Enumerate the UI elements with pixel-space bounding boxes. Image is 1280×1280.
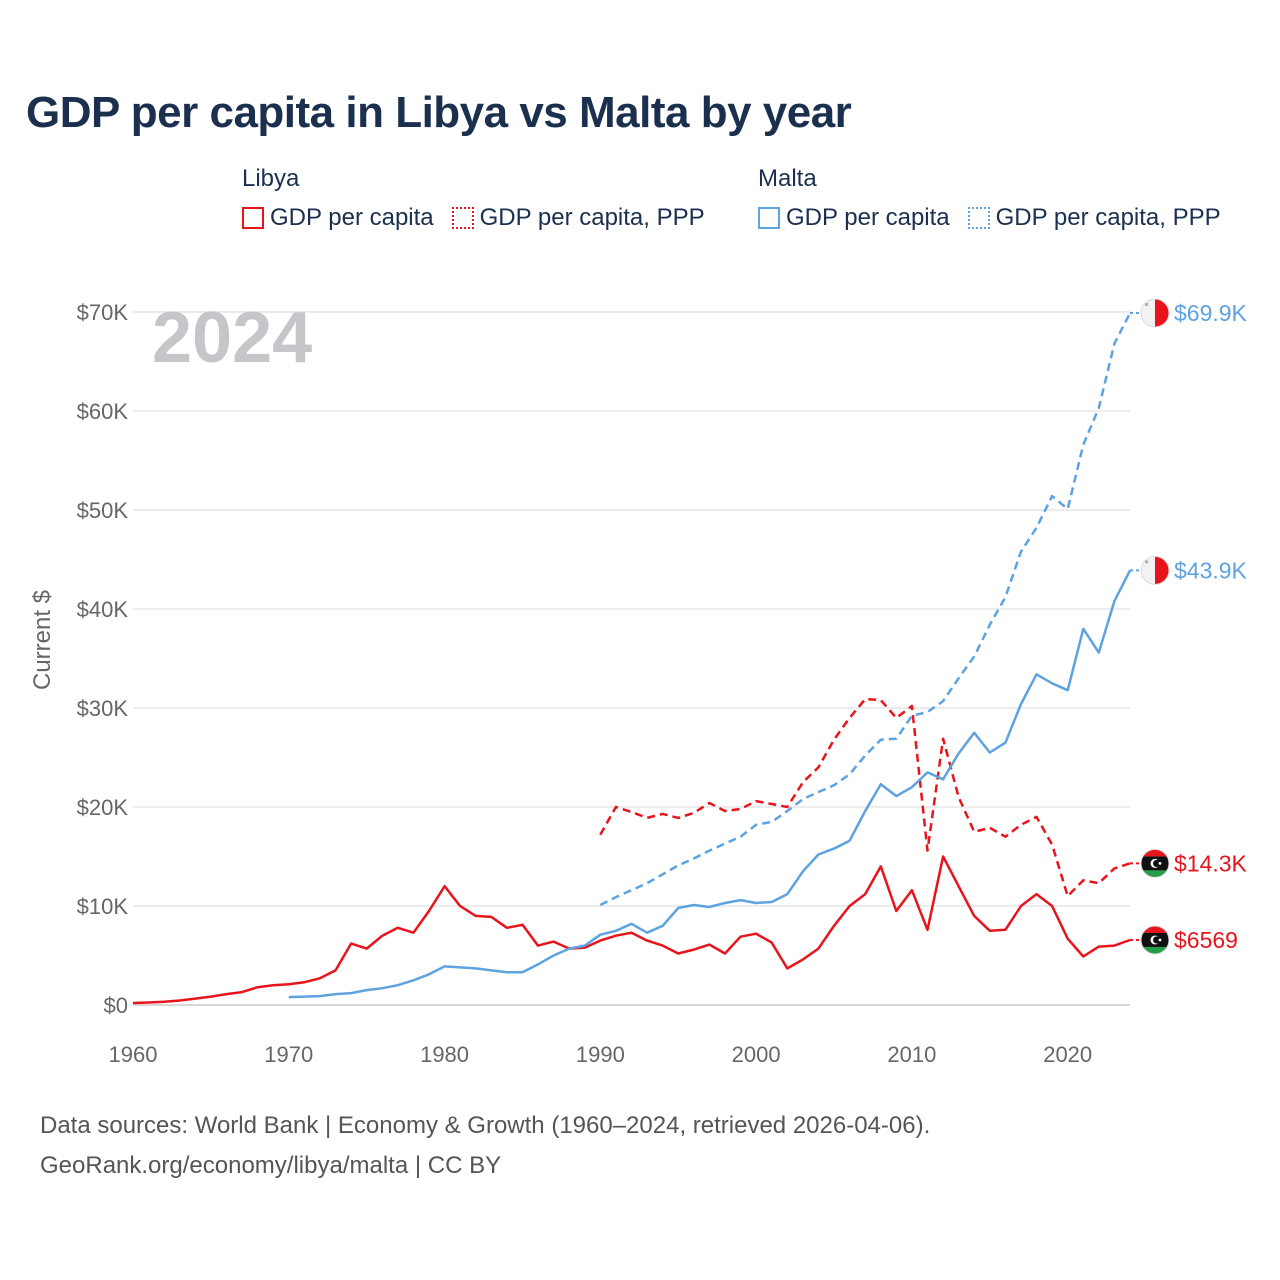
legend-swatch-solid — [242, 207, 264, 229]
legend-group-malta: Malta GDP per capita GDP per capita, PPP — [758, 162, 1239, 232]
legend-item-libya-gdp[interactable]: GDP per capita — [242, 204, 434, 232]
end-labels: $6569 $14.3K $43.9K $69.9K — [1130, 298, 1248, 955]
legend-label: GDP per capita, PPP — [479, 204, 705, 231]
legend-swatch-dotted — [451, 207, 474, 229]
end-value-label: $43.9K — [1174, 557, 1248, 583]
malta-flag-icon — [1140, 555, 1170, 585]
series-line — [599, 697, 1131, 898]
y-tick-label: $0 — [104, 993, 128, 1018]
y-axis-label: Current $ — [29, 590, 56, 690]
legend-label: GDP per capita — [270, 204, 434, 231]
y-tick-label: $70K — [77, 300, 129, 325]
legend-group-name: Malta — [758, 165, 817, 192]
series-line — [599, 312, 1132, 907]
end-value-label: $6569 — [1174, 927, 1238, 953]
end-value-label: $69.9K — [1174, 300, 1248, 326]
y-tick-label: $60K — [77, 399, 129, 424]
y-tick-label: $10K — [77, 894, 129, 919]
series-line — [288, 569, 1132, 999]
malta-flag-icon — [1140, 298, 1170, 328]
series-line — [132, 855, 1131, 1005]
y-tick-label: $20K — [77, 795, 129, 820]
x-axis: 1960 1970 1980 1990 2000 2010 2020 — [109, 1042, 1093, 1067]
legend-swatch-solid — [758, 207, 780, 229]
gridlines — [133, 311, 1130, 1006]
legend-item-malta-gdp-ppp[interactable]: GDP per capita, PPP — [967, 204, 1221, 232]
legend-item-libya-gdp-ppp[interactable]: GDP per capita, PPP — [451, 204, 705, 232]
legend-item-malta-gdp[interactable]: GDP per capita — [758, 204, 950, 232]
x-tick-label: 1970 — [264, 1042, 313, 1067]
year-overlay: 2024 — [152, 298, 312, 378]
end-value-label: $14.3K — [1174, 850, 1248, 876]
series-lines — [132, 312, 1132, 1005]
x-tick-label: 1960 — [109, 1042, 158, 1067]
legend-swatch-dotted — [967, 207, 990, 229]
y-tick-label: $40K — [77, 597, 129, 622]
x-tick-label: 1990 — [576, 1042, 625, 1067]
libya-flag-icon — [1140, 848, 1170, 878]
libya-flag-icon — [1140, 925, 1170, 955]
legend-group-name: Libya — [242, 165, 300, 192]
chart-title: GDP per capita in Libya vs Malta by year — [26, 88, 852, 137]
footer-link[interactable]: GeoRank.org/economy/libya/malta | CC BY — [40, 1152, 502, 1179]
x-tick-label: 1980 — [420, 1042, 469, 1067]
y-tick-label: $30K — [77, 696, 129, 721]
footer: Data sources: World Bank | Economy & Gro… — [40, 1106, 930, 1186]
x-tick-label: 2010 — [887, 1042, 936, 1067]
x-tick-label: 2000 — [732, 1042, 781, 1067]
footer-sources: Data sources: World Bank | Economy & Gro… — [40, 1112, 931, 1139]
legend-label: GDP per capita — [786, 204, 950, 231]
y-axis: $0 $10K $20K $30K $40K $50K $60K $70K — [77, 300, 129, 1018]
y-tick-label: $50K — [77, 498, 129, 523]
legend-label: GDP per capita, PPP — [995, 204, 1221, 231]
x-tick-label: 2020 — [1043, 1042, 1092, 1067]
legend-group-libya: Libya GDP per capita GDP per capita, PPP — [242, 162, 723, 232]
